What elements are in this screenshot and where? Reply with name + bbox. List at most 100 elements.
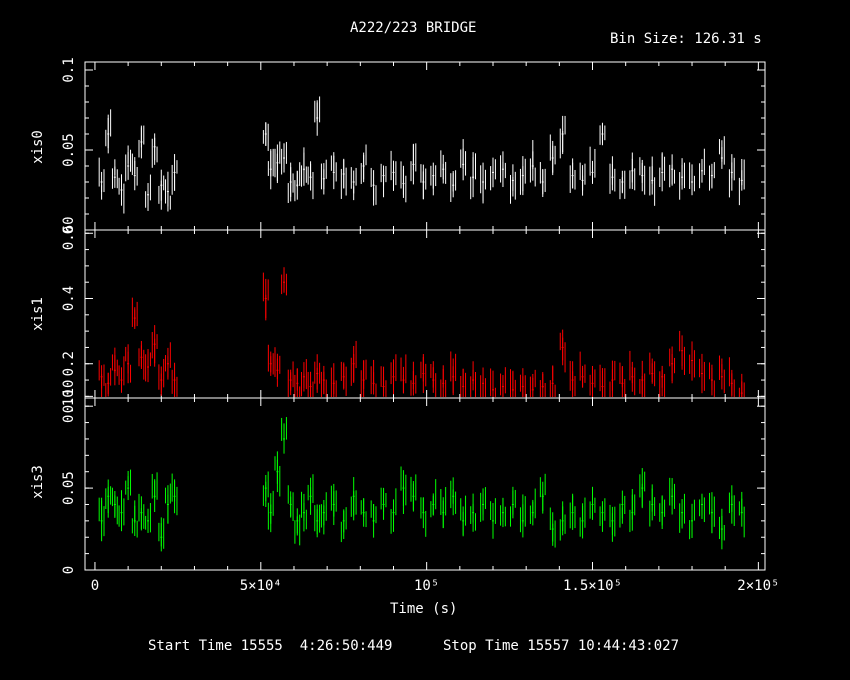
data-point bbox=[659, 495, 666, 530]
data-point bbox=[709, 362, 715, 397]
data-point bbox=[659, 365, 666, 397]
data-point bbox=[460, 495, 467, 537]
data-point bbox=[609, 360, 616, 397]
data-point bbox=[330, 152, 337, 190]
data-point bbox=[699, 493, 705, 523]
data-point bbox=[619, 362, 626, 397]
data-point bbox=[380, 366, 387, 397]
y-tick-label: 0.4 bbox=[61, 286, 77, 311]
data-point bbox=[669, 346, 676, 384]
y-tick-label: 0.05 bbox=[61, 471, 77, 505]
data-point bbox=[390, 354, 397, 395]
data-point bbox=[629, 152, 636, 191]
data-point bbox=[718, 136, 725, 169]
panel-frame bbox=[84, 397, 766, 571]
data-point bbox=[470, 493, 476, 532]
data-point bbox=[569, 360, 576, 397]
x-tick-label: 2×10⁵ bbox=[737, 578, 779, 594]
data-point bbox=[579, 497, 586, 539]
data-point bbox=[267, 148, 274, 190]
data-point bbox=[158, 169, 165, 210]
x-axis-tick-labels: 0 5×10⁴ 10⁵ 1.5×10⁵ 2×10⁵ bbox=[91, 578, 780, 594]
data-point bbox=[519, 368, 526, 397]
data-point bbox=[718, 508, 725, 550]
y-tick-label: 0.2 bbox=[61, 351, 77, 376]
data-point bbox=[350, 340, 357, 386]
data-point bbox=[274, 347, 281, 387]
data-point bbox=[470, 361, 476, 397]
data-point bbox=[158, 358, 165, 396]
data-point bbox=[549, 134, 556, 176]
data-point bbox=[294, 508, 301, 546]
data-point bbox=[589, 486, 596, 520]
data-point bbox=[105, 479, 112, 518]
data-point bbox=[138, 340, 145, 380]
data-point bbox=[320, 365, 327, 397]
bin-size-label: Bin Size: 126.31 s bbox=[610, 31, 762, 47]
data-point bbox=[689, 499, 695, 540]
data-point bbox=[171, 473, 178, 516]
data-point bbox=[314, 96, 321, 136]
data-point bbox=[294, 162, 301, 202]
data-point bbox=[529, 369, 536, 397]
data-point bbox=[138, 125, 145, 159]
data-point bbox=[330, 483, 337, 526]
data-point bbox=[679, 330, 685, 375]
data-point bbox=[569, 493, 576, 530]
y-tick-label: 0.05 bbox=[61, 133, 77, 167]
x-tick-label: 1.5×10⁵ bbox=[563, 578, 622, 594]
data-point bbox=[619, 170, 626, 200]
data-point bbox=[287, 361, 294, 397]
data-point bbox=[314, 354, 321, 393]
panel-ylabel-xis1: xis1 bbox=[30, 297, 46, 331]
data-point bbox=[619, 490, 626, 528]
data-point bbox=[320, 492, 327, 535]
data-point bbox=[111, 487, 118, 525]
data-point bbox=[281, 267, 287, 296]
y-tick-label: 0 bbox=[61, 566, 77, 574]
data-point bbox=[629, 350, 636, 396]
x-tick-label: 10⁵ bbox=[414, 578, 439, 594]
data-point bbox=[689, 341, 695, 381]
data-point bbox=[151, 133, 158, 168]
data-point bbox=[171, 362, 178, 397]
panel-xis3: 0 0.05 0.10 bbox=[61, 389, 766, 574]
data-point bbox=[659, 152, 666, 192]
data-point bbox=[500, 151, 506, 188]
data-point bbox=[529, 140, 536, 187]
data-point bbox=[430, 361, 437, 397]
data-point bbox=[340, 158, 347, 199]
data-point bbox=[370, 500, 377, 538]
panel-frame bbox=[84, 229, 766, 399]
data-point bbox=[360, 144, 367, 184]
data-point bbox=[569, 158, 576, 193]
data-point bbox=[380, 487, 387, 520]
data-point bbox=[145, 174, 151, 211]
data-point bbox=[410, 361, 417, 396]
data-point bbox=[579, 351, 586, 388]
data-point bbox=[287, 162, 294, 204]
data-point bbox=[350, 167, 357, 201]
data-point bbox=[118, 174, 125, 214]
data-point bbox=[370, 359, 377, 397]
data-point bbox=[699, 148, 705, 189]
data-point bbox=[510, 369, 516, 397]
data-point bbox=[549, 365, 556, 397]
panel-frame bbox=[84, 61, 766, 231]
data-point bbox=[360, 359, 367, 397]
data-point bbox=[639, 468, 646, 509]
data-point bbox=[510, 486, 516, 527]
data-point bbox=[480, 367, 486, 397]
start-time-label: Start Time 15555 4:26:50:449 bbox=[148, 638, 393, 654]
data-point bbox=[430, 162, 437, 196]
data-point bbox=[151, 325, 158, 367]
data-point bbox=[460, 139, 467, 181]
data-point bbox=[599, 498, 606, 532]
data-point bbox=[340, 361, 347, 396]
data-point bbox=[125, 344, 132, 384]
data-point bbox=[679, 493, 685, 533]
data-point bbox=[340, 507, 347, 543]
data-point bbox=[390, 488, 397, 534]
data-point bbox=[669, 477, 676, 515]
data-point bbox=[138, 493, 145, 531]
